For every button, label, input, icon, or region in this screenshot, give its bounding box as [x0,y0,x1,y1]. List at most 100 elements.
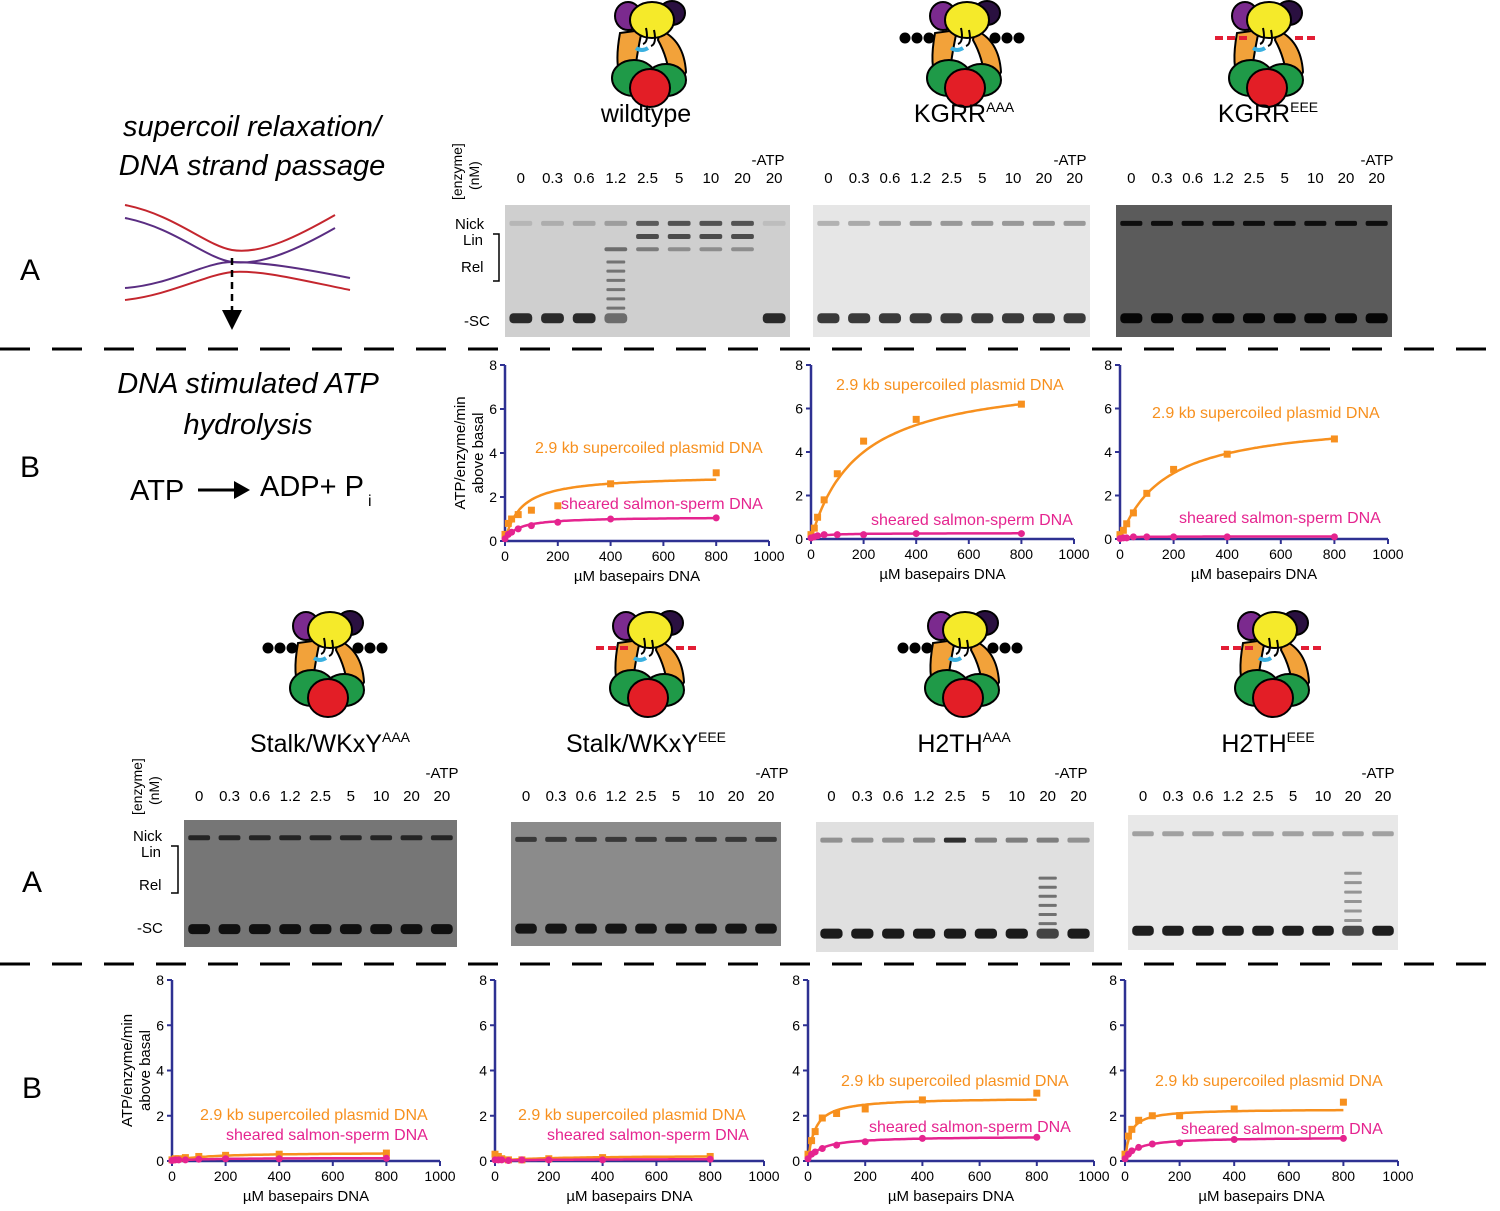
lane-label: 0.6 [249,788,270,805]
x-tick-label: 800 [699,1168,723,1184]
topoisomer-band [1038,885,1057,889]
sc-band [515,923,537,934]
series-plasmid: 2.9 kb supercoiled plasmid DNA [1121,1073,1383,1162]
minus-atp-label: -ATP [755,765,788,782]
lane-label: 1.2 [280,788,301,805]
sc-band [309,924,332,935]
y-tick-label: 2 [792,1108,800,1124]
nick-band [971,220,994,226]
data-point [527,506,535,514]
band-label-lin: Lin [463,232,483,249]
x-axis-label: µM basepairs DNA [888,1188,1014,1205]
sc-band [943,928,967,939]
charge-dots-icon [899,32,1025,44]
red-domain-icon [942,678,984,718]
series-plasmid: 2.9 kb supercoiled plasmid DNA [501,440,763,542]
data-point [1017,530,1025,538]
legend-label: sheared salmon-sperm DNA [1181,1121,1383,1138]
sc-band [1150,313,1174,324]
lane-label: 5 [675,170,683,187]
lane-label: 10 [373,788,390,805]
nick-band [575,836,597,842]
x-tick-label: 1000 [1372,546,1403,562]
charge-dot-icon [1011,642,1023,654]
nick-band [400,835,423,841]
band-label-rel: Rel [139,877,162,894]
enzyme-label: [enzyme] [129,758,145,815]
construct-name: KGRRAAA [914,99,1015,128]
legend-label: sheared salmon-sperm DNA [547,1127,749,1144]
charge-dot-icon [274,642,286,654]
blue-site-icon [947,656,963,662]
data-point [514,511,522,519]
x-axis-label: µM basepairs DNA [879,566,1005,583]
x-tick-label: 1000 [1078,1168,1109,1184]
nick-band [1001,220,1025,226]
charge-dot-icon [899,32,911,44]
panel-letter-a-top: A [20,254,40,287]
lane-label: 20 [403,788,420,805]
data-point [1123,534,1131,542]
red-domain-icon [629,68,671,108]
x-tick-label: 1000 [424,1168,455,1184]
data-point [554,502,562,510]
sc-band [695,923,717,934]
nick-band [545,836,567,842]
topoisomer-band [1038,913,1057,916]
lane-label: 2.5 [636,788,657,805]
data-point [861,1138,869,1146]
rel-band [667,247,691,252]
enzyme-unit-label: (nM) [146,776,162,805]
x-axis-label: µM basepairs DNA [566,1188,692,1205]
y-tick-label: 0 [795,531,803,547]
data-point [804,1150,812,1158]
lane-label: 1.2 [910,170,931,187]
x-tick-label: 200 [852,546,876,562]
nick-band [1242,220,1266,226]
legend-label: sheared salmon-sperm DNA [869,1119,1071,1136]
lane-label: 10 [1005,170,1022,187]
construct-name-superscript: AAA [983,729,1012,745]
data-point [607,515,615,523]
topoisomer-band [606,306,626,310]
enzyme-cartoon-icon [596,610,700,718]
data-point [222,1155,230,1163]
series-salmon: sheared salmon-sperm DNA [807,512,1073,542]
data-point [1128,1125,1136,1133]
yellow-domain-icon [942,611,988,649]
lane-label: 0 [522,788,530,805]
x-tick-label: 800 [375,1168,399,1184]
lane-label: 20 [766,170,783,187]
nick-band [848,220,871,226]
x-tick-label: 800 [1323,546,1347,562]
charge-dot-icon [262,642,274,654]
minus-atp-label: -ATP [751,152,784,169]
data-point [1143,533,1151,541]
y-tick-label: 6 [489,401,497,417]
blue-site-icon [632,656,648,662]
gel-labels-bottom: [enzyme] (nM) Nick Lin Rel -SC [129,758,179,937]
nick-band [635,836,657,842]
data-point [1119,526,1127,534]
yellow-domain-icon [629,1,675,39]
construct-name-main: wildtype [600,100,691,128]
sc-band [665,923,687,934]
hinge-icon [1259,27,1273,47]
sc-band [820,928,843,939]
x-tick-label: 0 [1121,1168,1129,1184]
nick-band [248,835,271,841]
sc-band [1312,925,1334,936]
sc-band [509,313,533,324]
data-point [810,524,818,532]
panel-letter-a-bottom: A [22,866,42,899]
legend-label: 2.9 kb supercoiled plasmid DNA [1152,405,1380,422]
data-point [860,437,868,445]
topoisomer-band [606,297,626,301]
data-point [195,1155,203,1163]
data-point [1339,1098,1347,1106]
topoisomer-band [1038,894,1057,898]
nick-band [1067,837,1090,843]
y-tick-label: 8 [792,972,800,988]
nick-band [1192,831,1214,837]
